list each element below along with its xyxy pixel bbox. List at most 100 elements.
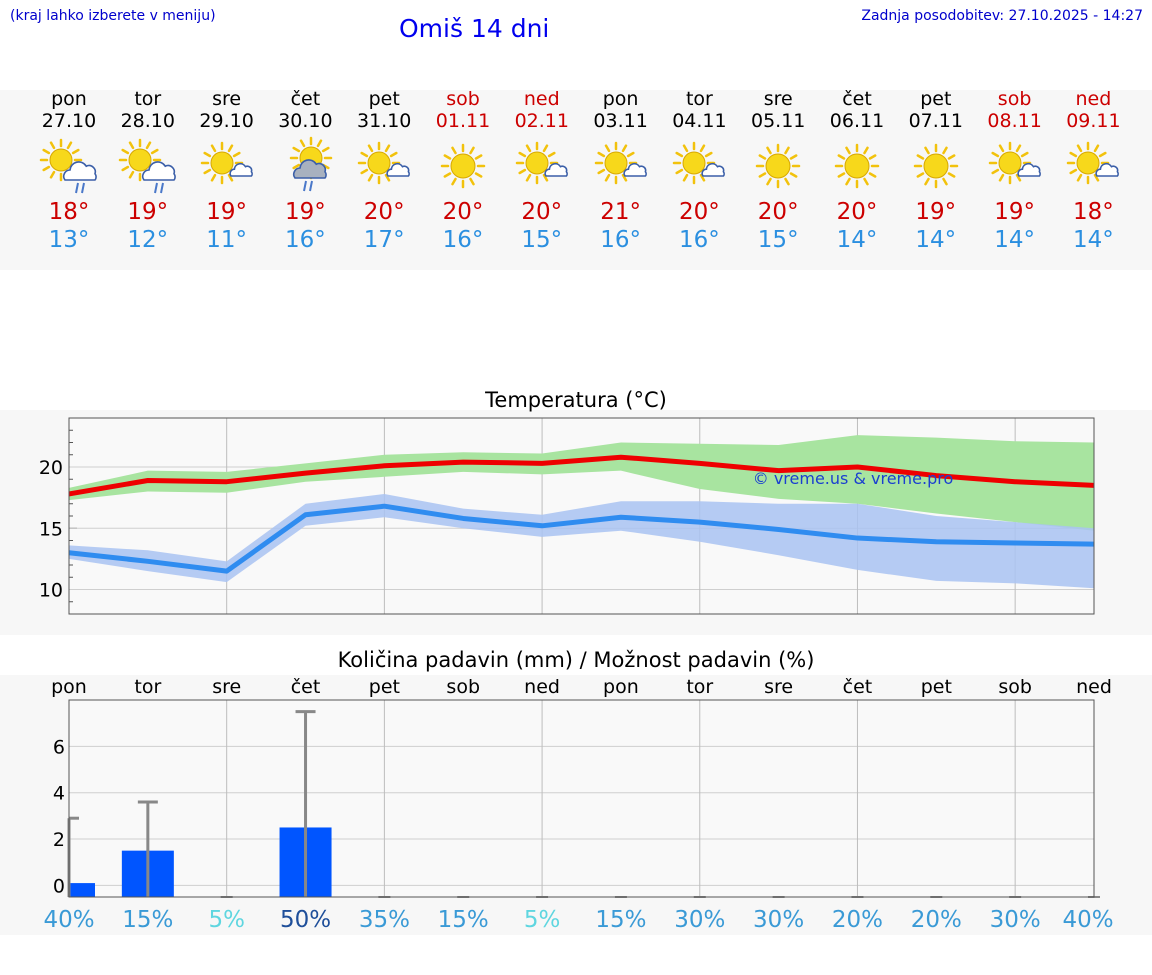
sun-cloud-rain-icon <box>29 136 109 198</box>
precip-chance-label: 30% <box>674 907 725 933</box>
temp-min: 15° <box>757 227 799 253</box>
y-tick-label: 6 <box>53 736 65 758</box>
day-date: 08.11 <box>987 110 1042 132</box>
day-date: 02.11 <box>514 110 569 132</box>
forecast-day: čet 06.11 20° 14° <box>817 88 897 254</box>
temp-min: 14° <box>994 227 1035 253</box>
temp-min: 15° <box>521 227 563 253</box>
sun-small-cloud-icon-graphic <box>594 141 647 185</box>
x-tick-label: sob <box>446 676 480 698</box>
temp-min: 14° <box>836 227 878 253</box>
x-tick-label: tor <box>686 676 713 698</box>
precip-chance-label: 50% <box>280 907 331 933</box>
sun-small-cloud-icon <box>1053 136 1133 198</box>
day-name: čet <box>290 88 321 110</box>
temp-min: 16° <box>600 227 641 253</box>
temp-max: 19° <box>915 199 957 225</box>
forecast-day: pon 03.11 21° 16° <box>581 88 661 254</box>
x-tick-label: pon <box>51 676 87 698</box>
forecast-day: pet 31.10 20° 17° <box>344 88 424 254</box>
sun-small-cloud-icon <box>581 136 661 198</box>
precip-chance-label: 35% <box>359 907 410 933</box>
precip-chance-label: 40% <box>43 907 94 933</box>
location-hint[interactable]: (kraj lahko izberete v meniju) <box>10 8 216 24</box>
precip-chance-label: 15% <box>438 907 489 933</box>
x-tick-label: sre <box>764 676 793 698</box>
day-name: čet <box>842 88 872 110</box>
day-name: sre <box>212 88 242 110</box>
y-tick-label: 20 <box>39 457 63 479</box>
day-date: 03.11 <box>593 110 648 132</box>
precip-chance-label: 30% <box>990 907 1041 933</box>
plot-area <box>69 700 1094 897</box>
page-title: Omiš 14 dni <box>399 14 550 43</box>
day-date: 06.11 <box>829 110 885 132</box>
temp-min: 16° <box>285 227 326 253</box>
sun-small-cloud-icon-graphic <box>673 141 726 185</box>
forecast-day: sre 05.11 20° 15° <box>738 88 818 254</box>
day-date: 09.11 <box>1066 110 1121 132</box>
x-tick-label: ned <box>524 676 560 698</box>
temp-min: 14° <box>1073 227 1114 253</box>
sun-small-cloud-icon <box>187 136 267 198</box>
max-temp-line <box>68 454 1095 497</box>
sun-small-cloud-icon-graphic <box>357 141 411 185</box>
temp-min: 11° <box>206 227 247 253</box>
temp-max: 20° <box>836 199 878 225</box>
forecast-day: tor 28.10 19° 12° <box>108 88 188 254</box>
day-date: 05.11 <box>750 110 806 132</box>
temp-min: 17° <box>363 227 405 253</box>
day-name: pon <box>51 88 87 110</box>
day-name: pet <box>920 88 952 110</box>
temp-max: 18° <box>48 199 90 225</box>
temp-max: 20° <box>757 199 799 225</box>
sun-icon <box>896 136 976 198</box>
precip-bar <box>69 883 95 897</box>
sun-dark-cloud-rain-icon <box>265 136 345 198</box>
precip-chance-label: 40% <box>1062 907 1113 933</box>
sun-icon-graphic <box>440 143 486 189</box>
forecast-day: sre 29.10 19° 11° <box>187 88 267 254</box>
temp-max: 19° <box>127 199 169 225</box>
sun-icon <box>738 136 818 198</box>
forecast-band <box>0 90 1152 270</box>
forecast-day: sob 08.11 19° 14° <box>975 88 1055 254</box>
sun-icon-graphic <box>913 143 959 189</box>
day-name: sob <box>997 88 1032 110</box>
precip-chance-label: 5% <box>524 907 561 933</box>
day-date: 30.10 <box>278 110 333 132</box>
x-tick-label: pet <box>921 676 952 698</box>
forecast-day: tor 04.11 20° 16° <box>659 88 739 254</box>
plot-frame <box>68 417 1095 615</box>
sun-small-cloud-icon-graphic <box>515 141 568 185</box>
temp-max: 19° <box>206 199 247 225</box>
sun-cloud-rain-icon-graphic <box>39 138 97 194</box>
day-name: ned <box>1075 88 1112 110</box>
x-tick-label: čet <box>843 676 873 698</box>
sun-cloud-rain-icon <box>108 136 188 198</box>
forecast-day: ned 09.11 18° 14° <box>1053 88 1133 254</box>
day-name: tor <box>685 88 713 110</box>
x-tick-label: čet <box>291 676 321 698</box>
sun-small-cloud-icon-graphic <box>1067 141 1120 185</box>
forecast-day: pet 07.11 19° 14° <box>896 88 976 254</box>
temp-min: 16° <box>679 227 720 253</box>
forecast-day: pon 27.10 18° 13° <box>29 88 109 254</box>
temp-max: 19° <box>285 199 326 225</box>
temp-max: 20° <box>363 199 405 225</box>
forecast-day: sob 01.11 20° 16° <box>423 88 503 254</box>
y-tick-label: 0 <box>53 875 65 897</box>
temp-chart-title: Temperatura (°C) <box>485 388 667 412</box>
temp-min: 12° <box>127 227 169 253</box>
day-date: 29.10 <box>199 110 254 132</box>
day-name: pon <box>602 88 639 110</box>
day-date: 27.10 <box>41 110 97 132</box>
day-name: sre <box>763 88 793 110</box>
min-temp-line <box>68 503 1095 574</box>
precip-chance-label: 20% <box>911 907 962 933</box>
day-name: ned <box>523 88 560 110</box>
x-tick-label: ned <box>1076 676 1112 698</box>
last-updated: Zadnja posodobitev: 27.10.2025 - 14:27 <box>861 8 1143 24</box>
min-temp-band <box>69 493 1094 589</box>
